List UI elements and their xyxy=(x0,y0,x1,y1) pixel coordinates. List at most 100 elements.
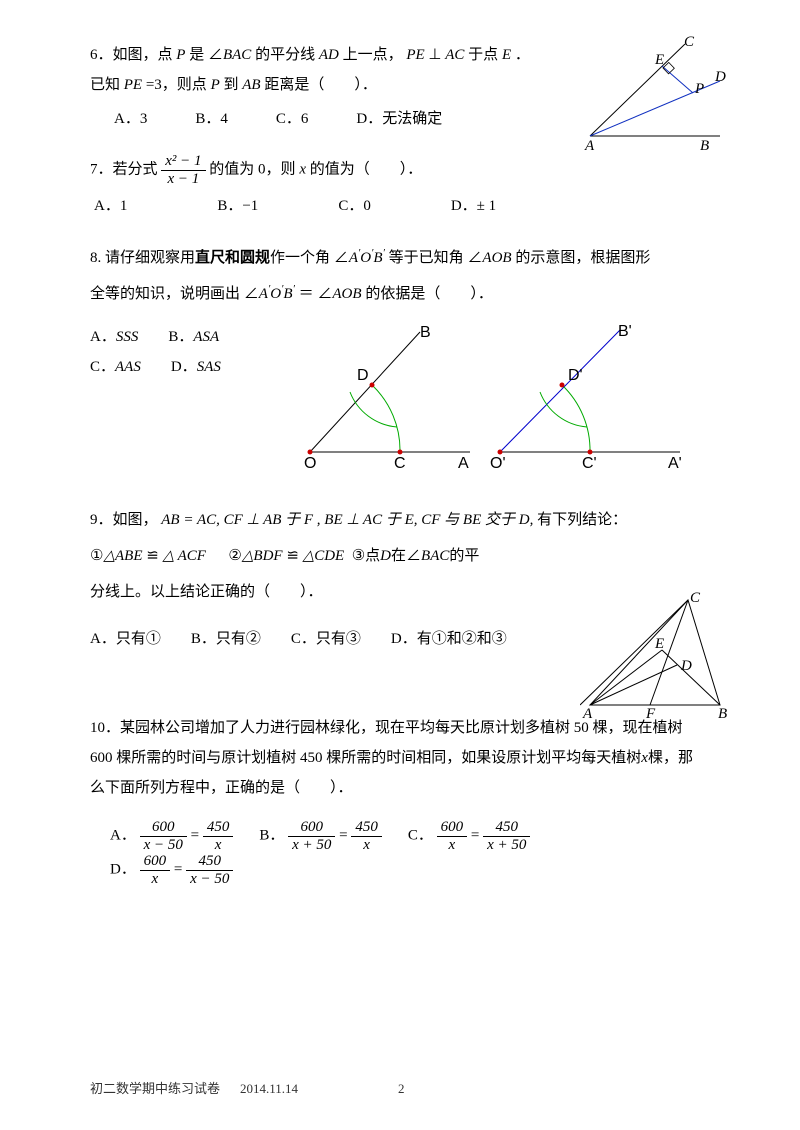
choice-b: B． 600x + 50 = 450x xyxy=(259,819,382,853)
choice-b: B．4 xyxy=(195,106,228,133)
lbl-P: P xyxy=(694,81,704,97)
choice-d-label: D． xyxy=(171,359,197,375)
lbl-C2: C' xyxy=(582,455,597,472)
lbl-C: C xyxy=(690,590,701,606)
choice-c: C．只有③ xyxy=(291,626,361,653)
ang: ∠ xyxy=(406,548,421,564)
question-8: 8. 请仔细观察用直尺和圆规作一个角 ∠A′O′B′ 等于已知角 ∠AOB 的示… xyxy=(90,240,720,472)
l3: 么下面所列方程中，正确的是（ ）． xyxy=(90,780,353,796)
AOB: AOB xyxy=(332,286,361,302)
q8-choices: A．SSS B．ASA C．AAS D．SAS xyxy=(90,322,290,382)
l2b: 棵，那 xyxy=(648,750,693,766)
lbl-D: D xyxy=(680,658,692,674)
choice-b: B．−1 xyxy=(217,193,258,220)
text: 的平分线 xyxy=(255,47,315,63)
q7-choices: A．1 B．−1 C．0 D．± 1 xyxy=(94,193,720,220)
var-BAC: BAC xyxy=(223,47,251,63)
choice-a: SSS xyxy=(116,329,139,345)
choice-a: A．只有① xyxy=(90,626,161,653)
angle-sym: ∠ xyxy=(467,250,482,266)
choice-d: SAS xyxy=(197,359,221,375)
BAC: BAC xyxy=(421,548,449,564)
lbl-B: B xyxy=(420,324,431,341)
text: 作一个角 xyxy=(270,250,330,266)
tri: △CDE xyxy=(303,548,345,564)
tick: ′ xyxy=(293,284,295,295)
choice-a: A．1 xyxy=(94,193,127,220)
lbl-A: A xyxy=(582,706,593,720)
q9-figure: A B C D E F xyxy=(580,590,730,720)
choice-b-label: B． xyxy=(168,329,193,345)
choice-c: C．6 xyxy=(276,106,309,133)
q6-figure: A B C D E P xyxy=(580,36,730,156)
tri: △BDF xyxy=(242,548,283,564)
lbl-B: B xyxy=(718,706,727,720)
l1: 10．某园林公司增加了人力进行园林绿化，现在平均每天比原计划多植树 50 棵，现… xyxy=(90,720,683,736)
fraction: x² − 1 x − 1 xyxy=(161,153,205,187)
O: O xyxy=(360,250,371,266)
var-x: x xyxy=(299,161,306,177)
q10-choices: A． 600x − 50 = 450x B． 600x + 50 = 450x … xyxy=(110,819,720,887)
text: 的值为（ ）． xyxy=(310,161,423,177)
l2a: 600 棵所需的时间与原计划植树 450 棵所需的时间相同，如果设原计划平均每天… xyxy=(90,750,641,766)
c1: ① xyxy=(90,548,103,564)
text: 6．如图，点 xyxy=(90,47,173,63)
text: 7．若分式 xyxy=(90,161,158,177)
q10-stem: 10．某园林公司增加了人力进行园林绿化，现在平均每天比原计划多植树 50 棵，现… xyxy=(90,713,720,803)
var-PE: PE xyxy=(406,47,424,63)
D: D xyxy=(380,548,391,564)
text: =3，则点 xyxy=(146,77,207,93)
choice-b: ASA xyxy=(193,329,219,345)
choice-c: C． 600x = 450x + 50 xyxy=(408,819,531,853)
lbl-O2: O' xyxy=(490,455,506,472)
var-P: P xyxy=(211,77,220,93)
c2: ② xyxy=(228,548,241,564)
lbl-D: D xyxy=(357,367,369,384)
q8-row: A．SSS B．ASA C．AAS D．SAS O A B C D O' A' … xyxy=(90,322,720,472)
choice-c: AAS xyxy=(115,359,141,375)
in: 在 xyxy=(391,548,406,564)
choice-d: D．无法确定 xyxy=(356,106,442,133)
expr: AB = AC, CF ⊥ AB 于 F , BE ⊥ AC 于 E, CF 与… xyxy=(161,512,533,528)
footer-date: 2014.11.14 xyxy=(240,1077,298,1100)
text: 的平 xyxy=(449,548,479,564)
eq: ＝ xyxy=(299,286,314,302)
choice-d: D．有①和②和③ xyxy=(391,626,507,653)
var-P: P xyxy=(176,47,185,63)
text: 全等的知识，说明画出 xyxy=(90,286,240,302)
lbl-D: D xyxy=(714,69,726,85)
page-footer: 初二数学期中练习试卷 2014.11.14 2 xyxy=(90,1077,720,1100)
text: 于点 xyxy=(468,47,498,63)
footer-title: 初二数学期中练习试卷 xyxy=(90,1077,220,1100)
text: 的依据是（ ）． xyxy=(365,286,493,302)
q8-figure: O A B C D O' A' B' C' D' xyxy=(290,322,690,472)
text: 等于已知角 xyxy=(389,250,464,266)
perp: ⊥ xyxy=(428,47,441,63)
dot: ． xyxy=(515,47,530,63)
lbl-E: E xyxy=(654,636,664,652)
var-PE: PE xyxy=(124,77,142,93)
text: 分线上。以上结论正确的（ ）． xyxy=(90,584,323,600)
tick: ′ xyxy=(383,248,385,259)
text: 到 xyxy=(223,77,238,93)
B: B xyxy=(373,250,382,266)
lbl-D2: D' xyxy=(568,367,583,384)
lbl-C: C xyxy=(394,455,406,472)
lbl-C: C xyxy=(684,36,695,50)
text: 9．如图， xyxy=(90,512,158,528)
choice-a-label: A． xyxy=(90,329,116,345)
text: 有下列结论： xyxy=(537,512,627,528)
A: A xyxy=(259,286,268,302)
text: 的值为 0，则 xyxy=(209,161,295,177)
lbl-A: A xyxy=(584,138,595,154)
tri: △ ACF xyxy=(163,548,206,564)
var-AD: AD xyxy=(319,47,339,63)
choice-d: D． 600x = 450x − 50 xyxy=(110,853,233,887)
angle-sym: ∠ xyxy=(317,286,332,302)
c3: ③点 xyxy=(352,548,380,564)
cong: ≌ xyxy=(286,548,299,564)
angle-sym: ∠ xyxy=(208,47,223,63)
tri: △ABE xyxy=(103,548,142,564)
angle-sym: ∠ xyxy=(244,286,259,302)
question-10: 10．某园林公司增加了人力进行园林绿化，现在平均每天比原计划多植树 50 棵，现… xyxy=(90,713,720,887)
